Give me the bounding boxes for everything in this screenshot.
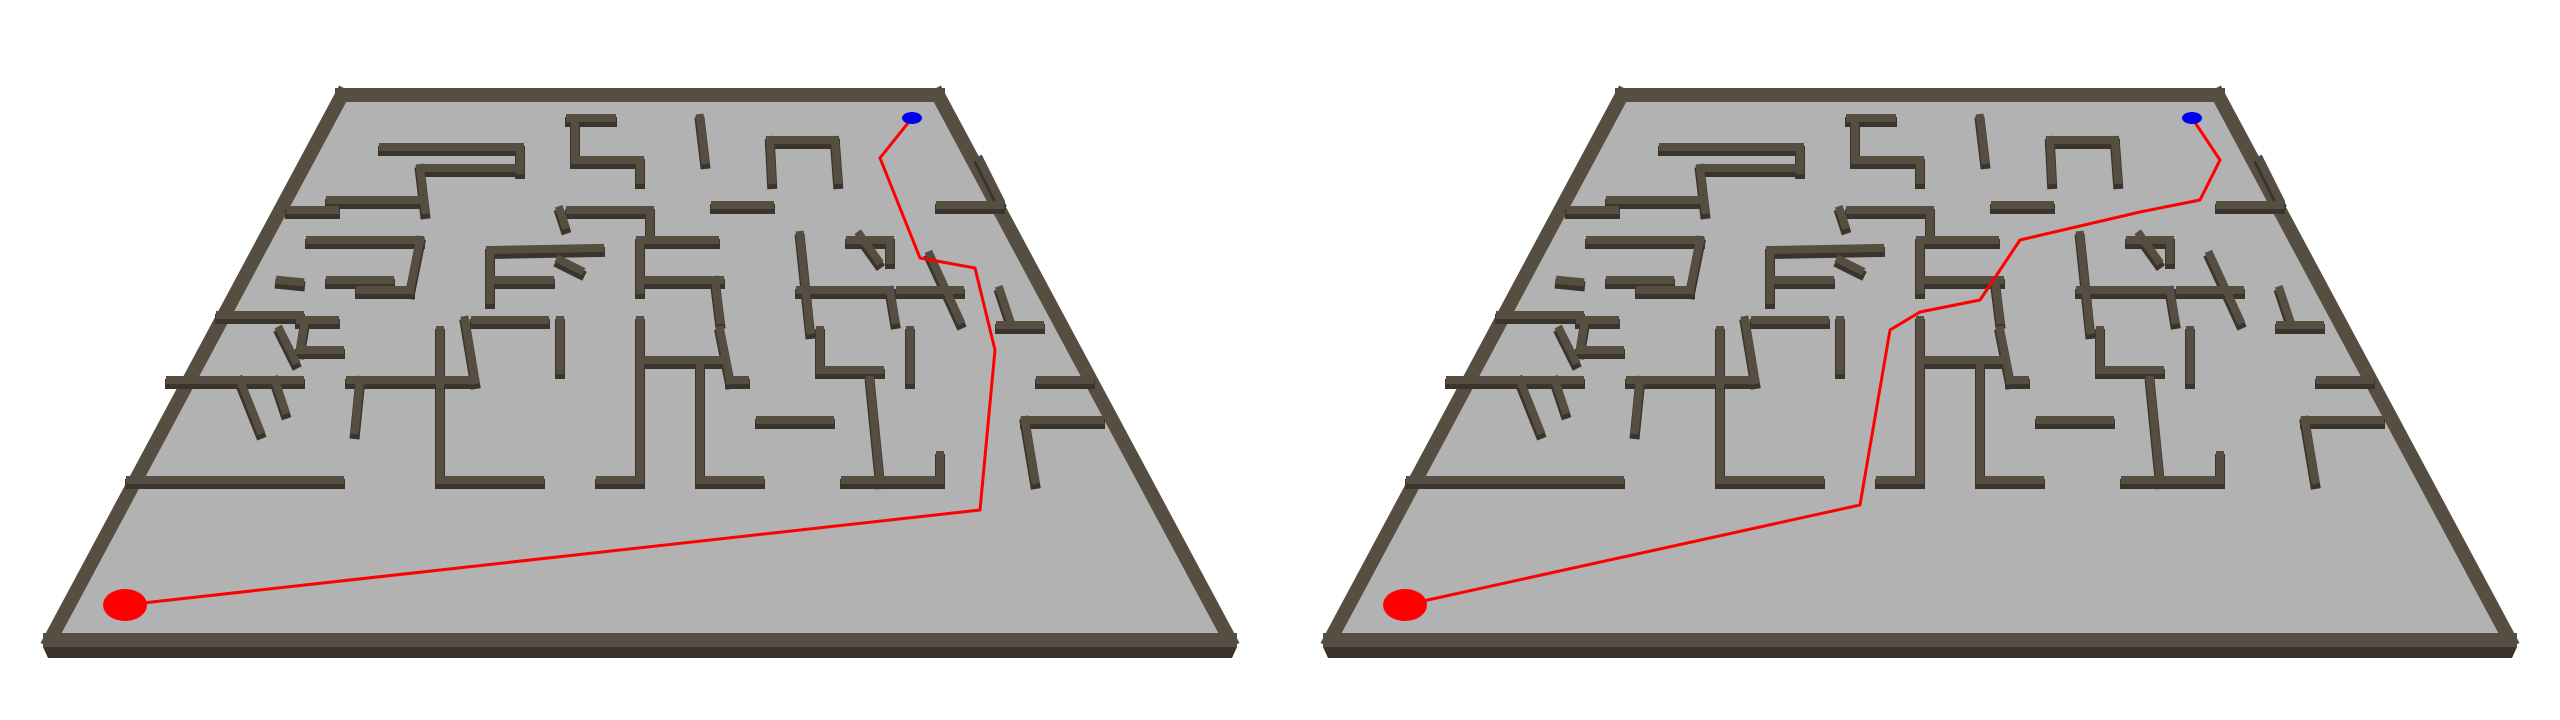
right-wall-71 — [2254, 154, 2286, 206]
left-wall-11 — [415, 163, 430, 215]
right-wall-8 — [2045, 135, 2057, 185]
left-wall-8 — [765, 135, 777, 185]
right-wall-26 — [1555, 275, 1585, 287]
left-wall-21 — [485, 243, 605, 255]
left-wall-61 — [865, 375, 885, 485]
right-wall-55 — [1630, 375, 1645, 435]
right-wall-32 — [1990, 275, 2005, 325]
right-solution-path — [1404, 117, 2222, 607]
left-wall-37 — [274, 324, 301, 366]
right-wall-16 — [1834, 204, 1851, 231]
right-wall-19 — [1685, 235, 1705, 295]
right-wall-46 — [1995, 325, 2015, 385]
left-wall-6 — [695, 113, 710, 165]
left-wall-55 — [350, 375, 365, 435]
right-wall-53 — [1549, 374, 1571, 416]
right-wall-6 — [1975, 113, 1990, 165]
right-wall-39 — [1575, 315, 1590, 355]
left-solution-path — [124, 117, 997, 607]
left-wall-34 — [885, 285, 900, 325]
right-wall-73 — [2274, 284, 2296, 326]
right-wall-41 — [1740, 315, 1760, 385]
left-wall-53 — [269, 374, 291, 416]
left-goal-marker — [902, 112, 922, 124]
right-wall-37 — [1554, 324, 1581, 366]
right-wall-21 — [1765, 243, 1885, 255]
left-start-marker — [103, 589, 147, 621]
maze-panel-right — [1280, 0, 2560, 720]
left-wall-39 — [295, 315, 310, 355]
right-wall-34 — [2165, 285, 2180, 325]
left-wall-73 — [994, 284, 1016, 326]
left-wall-19 — [405, 235, 425, 295]
left-outer-wall-3 — [40, 85, 352, 650]
right-wall-11 — [1695, 163, 1710, 215]
right-outer-wall-3 — [1320, 85, 1632, 650]
right-wall-65 — [2300, 415, 2320, 485]
right-wall-61 — [2145, 375, 2165, 485]
left-wall-24 — [795, 230, 815, 335]
left-wall-46 — [715, 325, 735, 385]
right-maze-walls — [1320, 85, 2520, 650]
left-maze-walls — [40, 85, 1240, 650]
left-wall-32 — [710, 275, 725, 325]
left-wall-26 — [275, 275, 305, 287]
left-wall-16 — [554, 204, 571, 231]
right-start-marker — [1383, 589, 1427, 621]
left-wall-52 — [234, 374, 266, 436]
left-outer-wall-front-face — [43, 647, 1237, 658]
right-outer-wall-front-face — [1323, 647, 2517, 658]
right-wall-24 — [2075, 230, 2095, 335]
left-wall-65 — [1020, 415, 1040, 485]
right-wall-9 — [2110, 135, 2123, 185]
right-goal-marker — [2182, 112, 2202, 124]
left-wall-71 — [974, 154, 1006, 206]
left-wall-41 — [460, 315, 480, 385]
right-wall-75 — [1834, 254, 1866, 276]
left-wall-75 — [554, 254, 586, 276]
maze-right-svg — [1320, 85, 2520, 658]
right-wall-52 — [1514, 374, 1546, 436]
maze-panel-left — [40, 85, 1240, 658]
left-wall-9 — [830, 135, 843, 185]
maze-left-svg — [40, 85, 1240, 658]
